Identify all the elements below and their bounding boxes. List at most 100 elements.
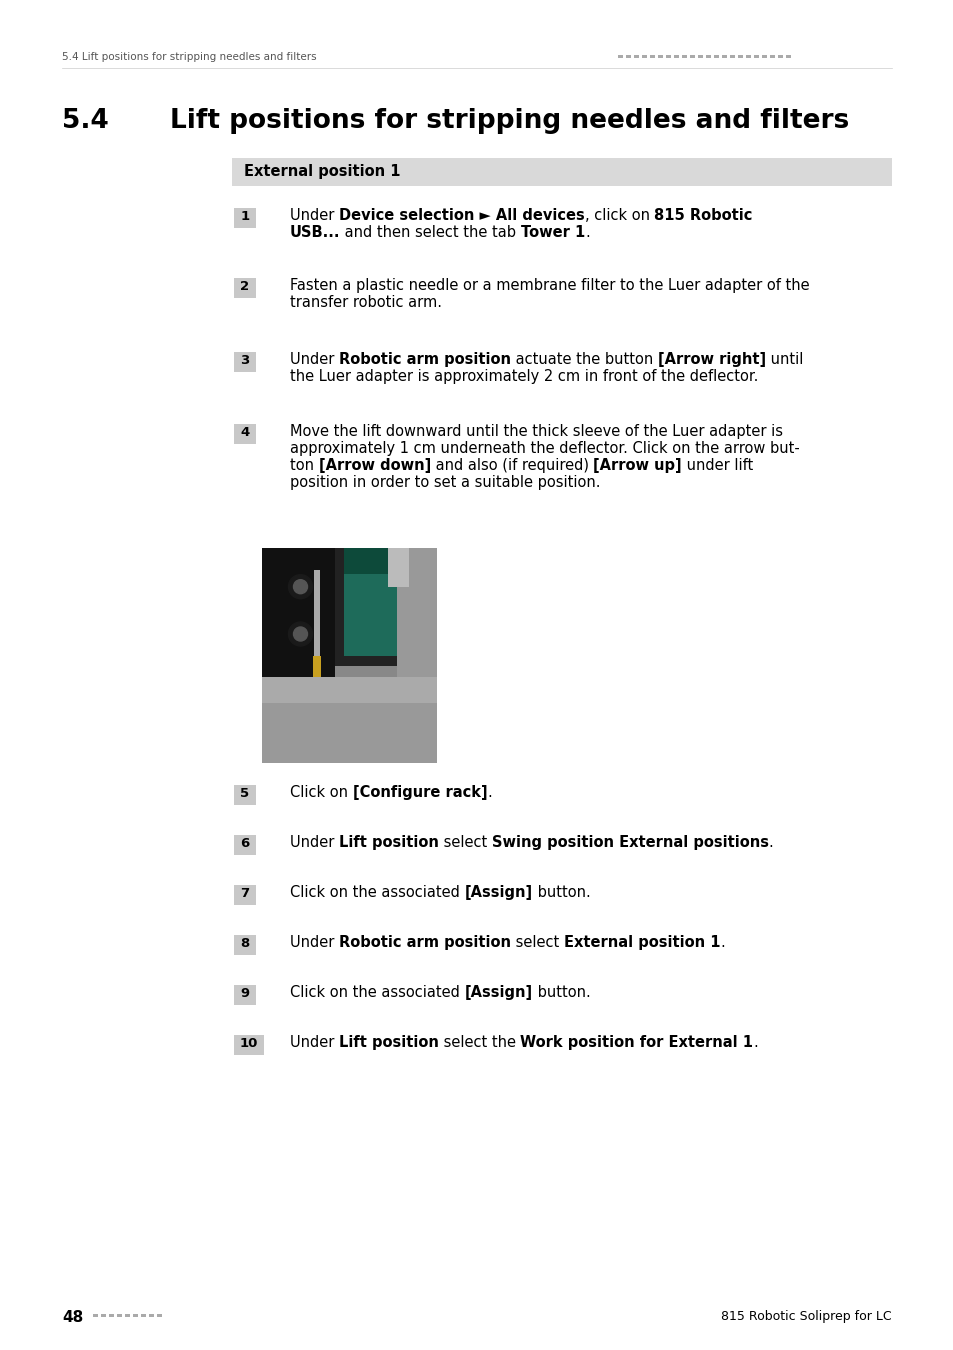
Bar — [649, 55, 655, 58]
Bar — [769, 55, 774, 58]
Bar — [705, 55, 710, 58]
Bar — [233, 836, 255, 855]
Bar — [233, 424, 255, 444]
Bar — [761, 55, 766, 58]
Bar — [396, 548, 436, 687]
Text: select: select — [511, 936, 563, 950]
Bar — [233, 886, 255, 904]
Bar — [729, 55, 734, 58]
Text: 2: 2 — [240, 279, 250, 293]
Text: ton: ton — [290, 458, 318, 472]
Bar — [232, 158, 891, 186]
Bar — [141, 1314, 146, 1318]
Text: 7: 7 — [240, 887, 250, 900]
Text: under lift: under lift — [681, 458, 753, 472]
Bar — [314, 570, 320, 667]
Bar — [233, 986, 255, 1004]
Text: 5.4: 5.4 — [62, 108, 109, 134]
Circle shape — [288, 622, 313, 647]
Text: [Assign]: [Assign] — [464, 886, 532, 900]
Bar — [262, 703, 436, 763]
Text: [Arrow up]: [Arrow up] — [593, 458, 681, 472]
Text: Under: Under — [290, 836, 338, 850]
Text: select: select — [438, 836, 491, 850]
Text: 815 Robotic Soliprep for LC: 815 Robotic Soliprep for LC — [720, 1310, 891, 1323]
Text: Click on the associated: Click on the associated — [290, 986, 464, 1000]
Text: and also (if required): and also (if required) — [431, 458, 593, 472]
Text: [Configure rack]: [Configure rack] — [353, 784, 487, 801]
Bar — [262, 548, 436, 763]
Text: Device selection ► All devices: Device selection ► All devices — [338, 208, 584, 223]
Bar — [698, 55, 702, 58]
Text: USB...: USB... — [290, 225, 340, 240]
Bar — [753, 55, 759, 58]
Bar — [388, 548, 409, 587]
Bar — [344, 548, 396, 656]
Text: and then select the tab: and then select the tab — [340, 225, 520, 240]
Bar — [233, 208, 255, 228]
Text: .: . — [487, 784, 492, 801]
Bar — [314, 656, 321, 725]
Text: select the: select the — [438, 1035, 520, 1050]
Bar — [641, 55, 646, 58]
Text: 3: 3 — [240, 354, 250, 367]
Circle shape — [288, 575, 313, 598]
Text: .: . — [768, 836, 773, 850]
Text: Under: Under — [290, 352, 338, 367]
Bar — [117, 1314, 122, 1318]
Text: Robotic arm position: Robotic arm position — [338, 352, 511, 367]
Text: 1: 1 — [240, 211, 250, 223]
Text: Move the lift downward until the thick sleeve of the Luer adapter is: Move the lift downward until the thick s… — [290, 424, 782, 439]
Text: Tower 1: Tower 1 — [520, 225, 585, 240]
Bar — [233, 352, 255, 373]
Text: Click on the associated: Click on the associated — [290, 886, 464, 900]
Text: button.: button. — [532, 886, 590, 900]
Bar — [233, 784, 255, 805]
Bar — [157, 1314, 162, 1318]
Bar — [721, 55, 726, 58]
Text: the Luer adapter is approximately 2 cm in front of the deflector.: the Luer adapter is approximately 2 cm i… — [290, 369, 758, 383]
Text: Lift position: Lift position — [338, 836, 438, 850]
Bar — [233, 1035, 264, 1054]
Bar — [681, 55, 686, 58]
Text: External position 1: External position 1 — [244, 163, 400, 180]
Text: 5: 5 — [240, 787, 250, 801]
Text: 6: 6 — [240, 837, 250, 850]
Text: [Arrow right]: [Arrow right] — [658, 352, 765, 367]
Bar — [233, 278, 255, 298]
Bar — [92, 1314, 98, 1318]
Text: Lift positions for stripping needles and filters: Lift positions for stripping needles and… — [170, 108, 848, 134]
Text: until: until — [765, 352, 802, 367]
Text: 9: 9 — [240, 987, 250, 1000]
Bar — [665, 55, 670, 58]
Bar — [344, 548, 396, 574]
Bar — [673, 55, 679, 58]
Bar — [109, 1314, 113, 1318]
Text: .: . — [585, 225, 590, 240]
Text: position in order to set a suitable position.: position in order to set a suitable posi… — [290, 475, 599, 490]
Text: 48: 48 — [62, 1310, 83, 1324]
Text: Lift position: Lift position — [338, 1035, 438, 1050]
Bar — [689, 55, 695, 58]
Text: Under: Under — [290, 1035, 338, 1050]
Text: 8: 8 — [240, 937, 250, 950]
Text: actuate the button: actuate the button — [511, 352, 658, 367]
Text: 4: 4 — [240, 427, 250, 439]
Text: .: . — [720, 936, 724, 950]
Text: Click on: Click on — [290, 784, 353, 801]
Circle shape — [294, 626, 307, 641]
Bar — [738, 55, 742, 58]
Text: 5.4 Lift positions for stripping needles and filters: 5.4 Lift positions for stripping needles… — [62, 53, 316, 62]
Text: 10: 10 — [239, 1037, 258, 1050]
Bar — [132, 1314, 138, 1318]
Text: Robotic arm position: Robotic arm position — [338, 936, 511, 950]
Text: Work position for External 1: Work position for External 1 — [520, 1035, 753, 1050]
Bar — [262, 548, 436, 667]
Bar — [625, 55, 630, 58]
Bar — [713, 55, 719, 58]
Text: Fasten a plastic needle or a membrane filter to the Luer adapter of the: Fasten a plastic needle or a membrane fi… — [290, 278, 809, 293]
Text: External position 1: External position 1 — [563, 936, 720, 950]
Bar — [785, 55, 790, 58]
Bar — [101, 1314, 106, 1318]
Text: .: . — [753, 1035, 758, 1050]
